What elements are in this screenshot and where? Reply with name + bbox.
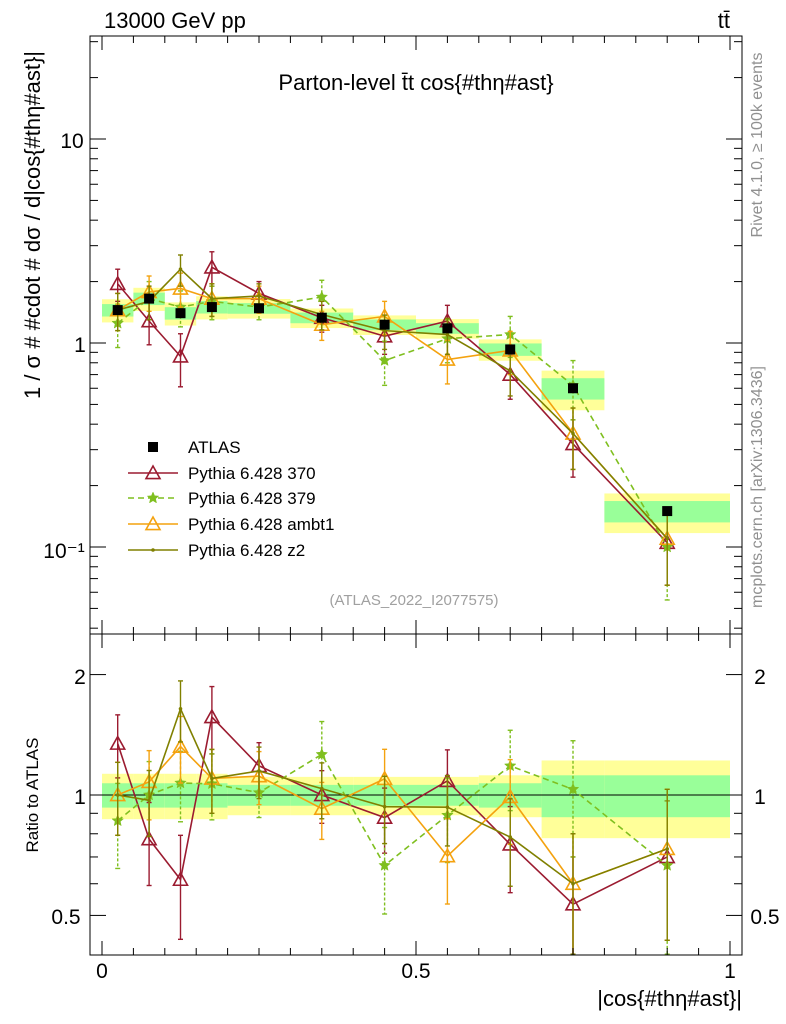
ratio-tick-label-0p5: 0.5 — [51, 906, 80, 929]
series-1-point — [378, 353, 391, 366]
rivet-version-label: Rivet 4.1.0, ≥ 100k events — [749, 53, 766, 238]
legend-mark-series-3 — [151, 548, 155, 552]
atlas-data-point — [254, 303, 264, 314]
series-1-point — [315, 290, 329, 303]
legend-label-379: Pythia 6.428 379 — [188, 489, 316, 508]
series-2-point — [172, 279, 189, 295]
legend-label-atlas: ATLAS — [188, 438, 241, 457]
legend-label-370: Pythia 6.428 370 — [188, 464, 316, 483]
series-0-ratio-point — [203, 708, 221, 724]
atlas-data-layer — [112, 293, 673, 517]
ratio-tick-label-2: 2 — [74, 666, 86, 689]
atlas-data-point — [206, 302, 217, 313]
atlas-data-point — [568, 383, 578, 394]
process-label: tt̄ — [718, 8, 730, 33]
series-0-point — [140, 312, 158, 328]
analysis-id: (ATLAS_2022_I2077575) — [329, 592, 498, 609]
series-1-ratio-point — [566, 782, 580, 795]
series-0-point — [109, 275, 127, 291]
plot-title: Parton-level t̄t cos{#thη#ast} — [278, 70, 553, 95]
legend: ATLAS Pythia 6.428 370 Pythia 6.428 379 … — [128, 438, 334, 560]
series-3-ratio-point — [571, 881, 575, 886]
legend-mark-series-2 — [144, 515, 162, 531]
series-3-ratio-point — [115, 793, 120, 797]
legend-marks — [128, 442, 178, 552]
series-3-point — [178, 267, 183, 272]
series-0-point — [203, 258, 221, 274]
legend-label-ambt1: Pythia 6.428 ambt1 — [188, 515, 334, 534]
series-0-ratio-point — [140, 830, 158, 846]
ratio-tick-label-0p5-right: 0.5 — [750, 906, 779, 929]
series-3-ratio-point — [508, 835, 512, 839]
series-3-point — [665, 536, 669, 541]
series-2-ratio-point — [439, 847, 456, 863]
series-3-ratio-point — [320, 786, 324, 791]
series-3-point — [445, 332, 450, 337]
ratio-tick-label-2-right: 2 — [754, 666, 766, 689]
series-0-ratio-point — [109, 734, 127, 750]
x-tick-label-0p5: 0.5 — [401, 960, 430, 983]
y-tick-label-1: 1 — [74, 334, 86, 357]
series-3-ratio-point — [210, 776, 214, 781]
ratio-tick-label-1: 1 — [74, 786, 86, 809]
y-axis-label: 1 / σ # #cdot # dσ / d|cos{#thη#ast}| — [20, 51, 45, 399]
series-2-ratio-point — [172, 737, 189, 753]
axis-ticks — [90, 36, 742, 955]
ratio-tick-label-1-right: 1 — [754, 786, 766, 809]
atlas-data-point — [379, 319, 390, 330]
series-3-point — [508, 369, 512, 373]
series-3-ratio-point — [445, 805, 450, 809]
ratio-series-layer — [109, 680, 676, 955]
legend-mark-series-0 — [144, 464, 162, 480]
x-tick-label-1: 1 — [724, 960, 736, 983]
series-0-point — [172, 347, 189, 363]
series-1-ratio-point — [315, 747, 329, 760]
y-tick-label-0p1: 10⁻¹ — [43, 540, 84, 563]
series-2-point — [439, 350, 456, 366]
atlas-data-point — [662, 506, 673, 517]
series-1-ratio-point — [378, 858, 391, 871]
x-tick-label-0: 0 — [96, 960, 108, 983]
series-3-point — [257, 294, 261, 298]
series-3-point — [382, 328, 387, 333]
series-3-ratio-point — [382, 804, 387, 809]
series-3-ratio-point — [178, 706, 183, 711]
atlas-data-point — [316, 312, 327, 323]
legend-label-z2: Pythia 6.428 z2 — [188, 541, 305, 560]
legend-mark-series-1 — [146, 491, 160, 504]
series-3-ratio-point — [147, 798, 151, 803]
ratio-axis-label: Ratio to ATLAS — [23, 738, 42, 853]
atlas-data-point — [505, 344, 516, 355]
x-axis-label: |cos{#thη#ast}| — [597, 986, 742, 1011]
atlas-data-point — [442, 323, 453, 334]
series-3-ratio-point — [257, 769, 261, 773]
series-1-ratio-line — [117, 753, 668, 867]
atlas-data-point — [175, 308, 186, 319]
series-0-ratio-point — [172, 871, 189, 887]
source-label: mcplots.cern.ch [arXiv:1306.3436] — [749, 366, 766, 608]
series-3-point — [210, 296, 214, 301]
series-3-point — [571, 431, 575, 436]
atlas-data-point — [112, 305, 123, 316]
series-3-ratio-point — [665, 847, 669, 851]
atlas-data-point — [144, 293, 155, 304]
legend-mark-atlas — [148, 442, 158, 452]
y-tick-label-10: 10 — [60, 130, 83, 153]
energy-label: 13000 GeV pp — [104, 8, 246, 33]
